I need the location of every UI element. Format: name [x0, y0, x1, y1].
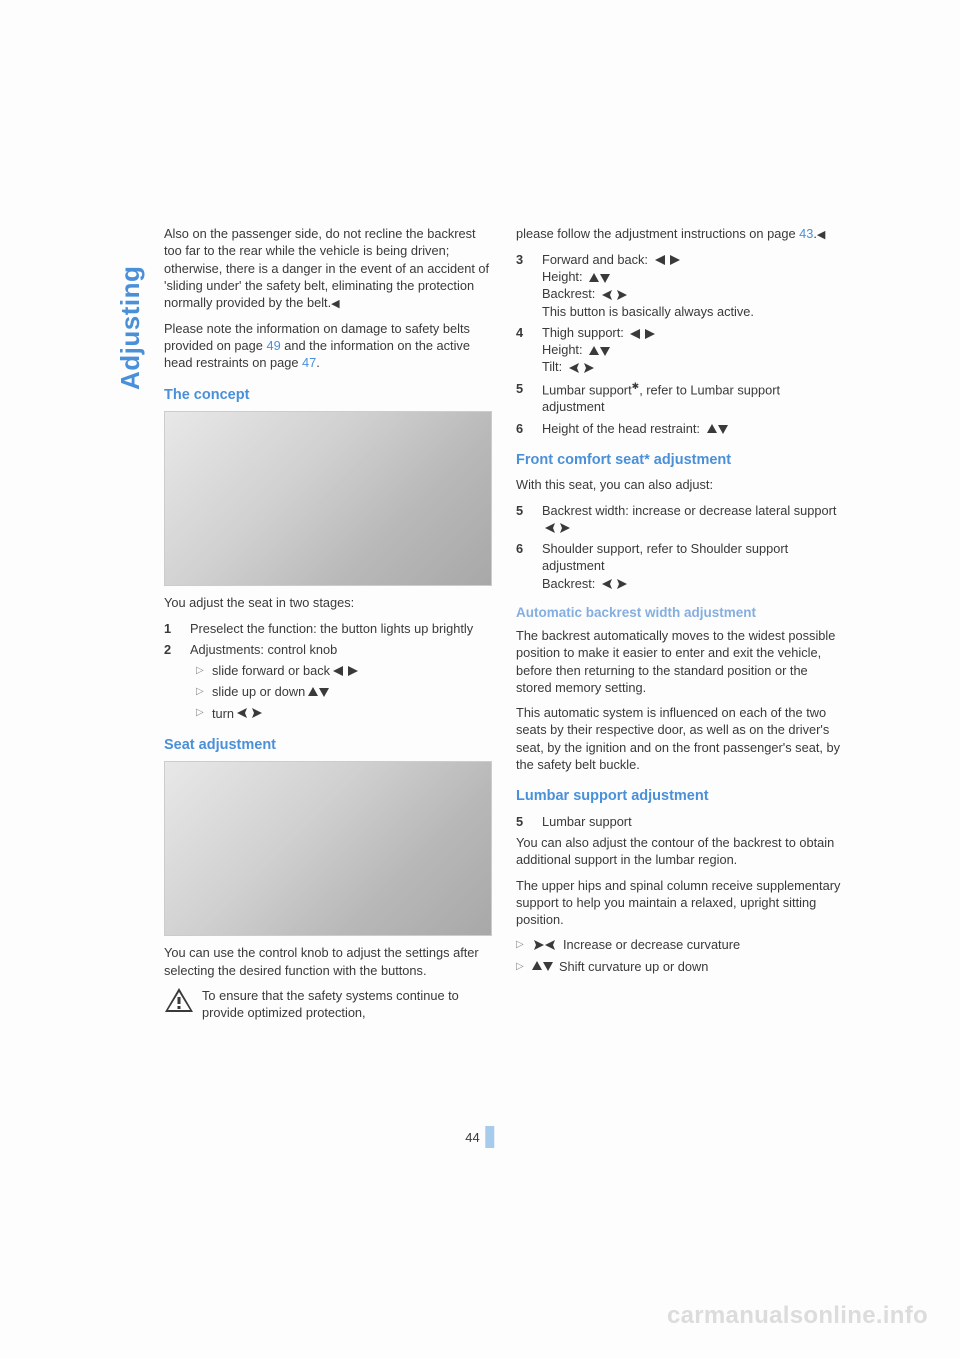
page-link-43[interactable]: 43 — [799, 226, 813, 241]
bullet-icon: ▷ — [516, 938, 532, 952]
warning-block: To ensure that the safety systems contin… — [164, 987, 492, 1022]
sublist-turn: ▷ turn — [190, 705, 492, 722]
arrows-turn-icon — [569, 363, 594, 373]
heading-seat-adjustment: Seat adjustment — [164, 736, 492, 756]
warning-text: To ensure that the safety systems contin… — [202, 987, 492, 1022]
section-tab: Adjusting — [115, 266, 146, 390]
bullet-icon: ▷ — [196, 685, 212, 699]
bullet-icon: ▷ — [516, 960, 532, 974]
para-lumbar1: You can also adjust the contour of the b… — [516, 834, 844, 869]
arrows-turn-icon — [602, 579, 627, 589]
warning-triangle-icon — [164, 987, 194, 1013]
arrows-up-down-icon — [589, 273, 610, 283]
list-body: Lumbar support — [542, 813, 844, 830]
list-num: 1 — [164, 620, 190, 637]
para-control-knob: You can use the control knob to adjust t… — [164, 944, 492, 979]
arrows-left-right-icon — [630, 329, 655, 339]
list-num: 5 — [516, 502, 542, 537]
para-two-stages: You adjust the seat in two stages: — [164, 594, 492, 611]
watermark: carmanualsonline.info — [667, 1302, 928, 1330]
list-item-6b: 6 Shoulder support, refer to Shoulder su… — [516, 540, 844, 592]
arrows-up-down-icon — [707, 424, 728, 434]
diagram-seat-adjustment — [164, 761, 492, 936]
page-link-47[interactable]: 47 — [302, 355, 316, 370]
right-column: please follow the adjustment instruction… — [516, 225, 844, 1021]
page-bar-icon — [486, 1126, 495, 1148]
page-number: 44 — [465, 1126, 494, 1148]
sublist-up-down: ▷ slide up or down — [190, 683, 492, 700]
list-item-2: 2 Adjustments: control knob ▷ slide forw… — [164, 641, 492, 722]
list-num: 5 — [516, 380, 542, 416]
list-body: Backrest width: increase or decrease lat… — [542, 502, 844, 537]
arrows-up-down-icon — [532, 961, 553, 971]
list-num: 6 — [516, 540, 542, 592]
list-num: 4 — [516, 324, 542, 376]
list-item-4: 4 Thigh support: Height: Tilt: — [516, 324, 844, 376]
heading-lumbar: Lumbar support adjustment — [516, 787, 844, 807]
sublist-forward-back: ▷ slide forward or back — [190, 662, 492, 679]
list-body: Shoulder support, refer to Shoulder supp… — [542, 540, 844, 592]
heading-auto-backrest: Automatic backrest width adjustment — [516, 604, 844, 622]
end-marker-icon: ◀ — [817, 229, 825, 241]
heading-concept: The concept — [164, 386, 492, 406]
bullet-icon: ▷ — [196, 664, 212, 678]
para-auto2: This automatic system is influenced on e… — [516, 704, 844, 773]
list-num: 6 — [516, 420, 542, 437]
list-item-5c: 5 Lumbar support — [516, 813, 844, 830]
para-lumbar2: The upper hips and spinal column receive… — [516, 877, 844, 929]
list-item-6: 6 Height of the head restraint: — [516, 420, 844, 437]
para-auto1: The backrest automatically moves to the … — [516, 627, 844, 696]
bullet-shift: ▷ Shift curvature up or down — [510, 958, 844, 975]
para-front-comfort: With this seat, you can also adjust: — [516, 476, 844, 493]
arrows-left-right-icon — [333, 666, 358, 676]
arrows-turn-icon — [602, 290, 627, 300]
list-body: Preselect the function: the button light… — [190, 620, 492, 637]
heading-front-comfort: Front comfort seat* adjustment — [516, 451, 844, 471]
list-body: Lumbar support✱, refer to Lumbar support… — [542, 380, 844, 416]
list-num: 5 — [516, 813, 542, 830]
list-body: Height of the head restraint: — [542, 420, 844, 437]
para-follow-instructions: please follow the adjustment instruction… — [516, 225, 844, 243]
list-body: Adjustments: control knob ▷ slide forwar… — [190, 641, 492, 722]
bullet-icon: ▷ — [196, 706, 212, 720]
para-belt-note: Please note the information on damage to… — [164, 320, 492, 372]
end-marker-icon: ◀ — [331, 298, 339, 310]
list-item-5: 5 Lumbar support✱, refer to Lumbar suppo… — [516, 380, 844, 416]
list-body: Forward and back: Height: Backrest: This… — [542, 251, 844, 320]
para-warning-recline: Also on the passenger side, do not recli… — [164, 225, 492, 312]
list-item-3: 3 Forward and back: Height: Backrest: Th… — [516, 251, 844, 320]
arrows-turn-icon — [532, 940, 557, 950]
list-body: Thigh support: Height: Tilt: — [542, 324, 844, 376]
arrows-left-right-icon — [655, 255, 680, 265]
arrows-up-down-icon — [308, 687, 329, 697]
arrows-turn-icon — [545, 523, 570, 533]
left-column: Also on the passenger side, do not recli… — [164, 225, 492, 1021]
arrows-turn-icon — [237, 708, 262, 718]
arrows-up-down-icon — [589, 346, 610, 356]
page-link-49[interactable]: 49 — [266, 338, 280, 353]
bullet-curvature: ▷ Increase or decrease curvature — [510, 936, 844, 953]
diagram-concept — [164, 411, 492, 586]
page-content: Also on the passenger side, do not recli… — [164, 225, 844, 1021]
list-num: 2 — [164, 641, 190, 722]
list-item-5b: 5 Backrest width: increase or decrease l… — [516, 502, 844, 537]
list-item-1: 1 Preselect the function: the button lig… — [164, 620, 492, 637]
list-num: 3 — [516, 251, 542, 320]
